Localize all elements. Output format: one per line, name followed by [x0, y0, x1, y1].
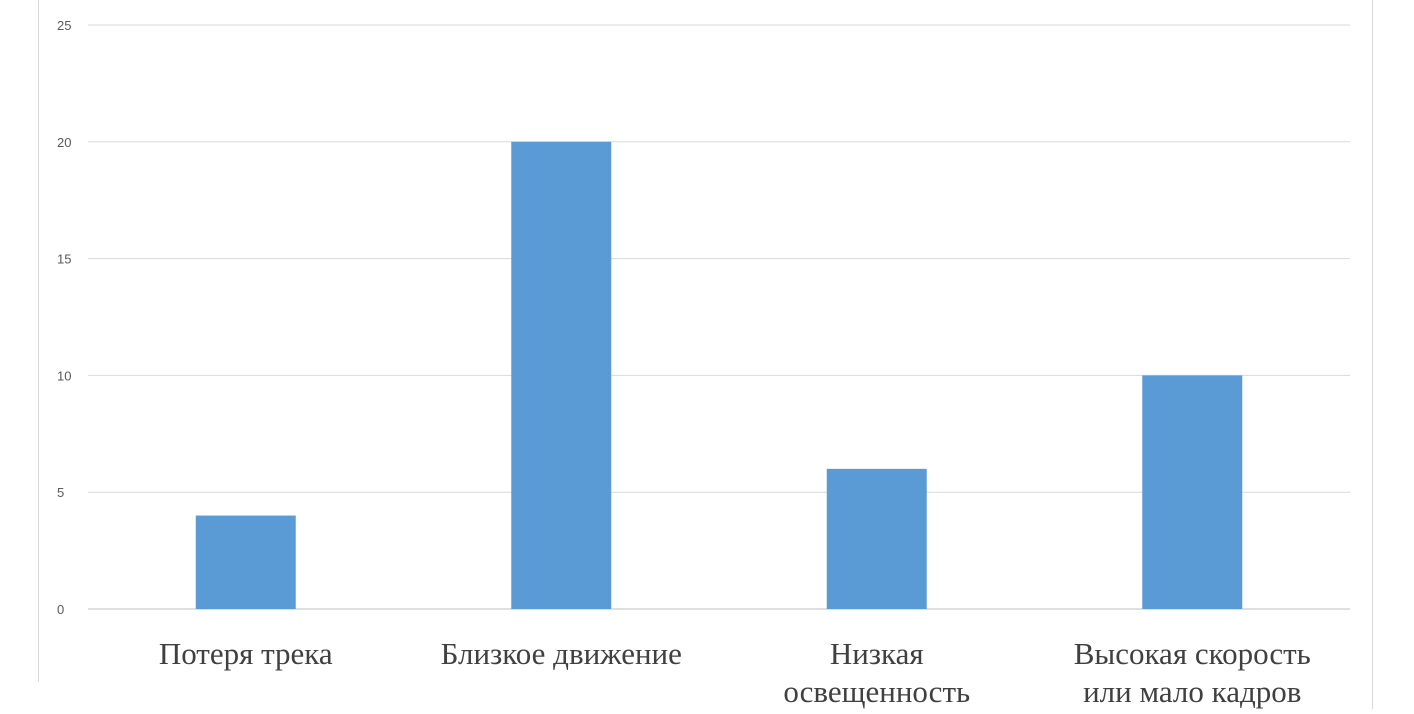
bars — [195, 141, 1243, 610]
bar — [511, 141, 612, 610]
chart-frame-right-border — [1372, 0, 1373, 709]
x-category-label: Близкое движение — [441, 636, 682, 671]
bar — [195, 515, 296, 609]
x-category-label: Высокая скорость или мало кадров — [1074, 636, 1311, 709]
y-axis-ticks: 0 5 10 15 20 25 — [57, 18, 71, 617]
gridlines — [88, 24, 1350, 610]
x-category-label: Потеря трека — [159, 636, 333, 671]
y-tick-label: 10 — [57, 368, 71, 383]
bar — [826, 468, 927, 609]
y-tick-label: 0 — [57, 602, 64, 617]
bar — [1142, 375, 1243, 609]
chart-frame-left-border — [38, 0, 39, 682]
y-tick-label: 15 — [57, 252, 71, 267]
x-axis-category-labels: Потеря трека Близкое движение Низкая освеще… — [159, 636, 1311, 709]
x-category-label: Низкая освещенность — [783, 636, 970, 709]
y-tick-label: 5 — [57, 485, 64, 500]
y-tick-label: 25 — [57, 18, 71, 33]
y-tick-label: 20 — [57, 135, 71, 150]
